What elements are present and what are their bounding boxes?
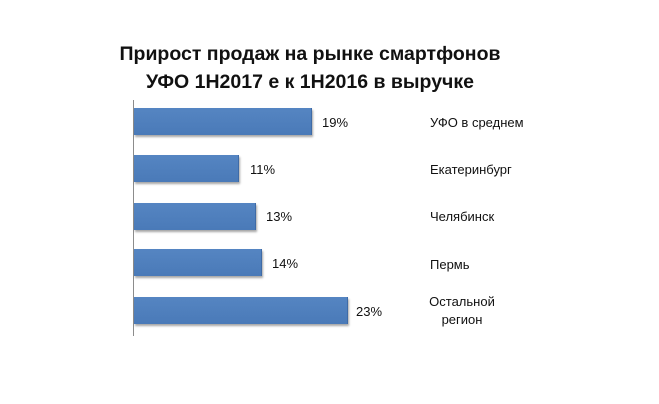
category-axis-line — [133, 100, 134, 336]
bar-chelyabinsk — [134, 203, 256, 230]
value-label-perm: 14% — [272, 256, 299, 271]
chart-title-line1: Прирост продаж на рынке смартфонов — [119, 43, 501, 65]
value-label-chelyabinsk: 13% — [266, 209, 293, 224]
value-label-ekaterinburg: 11% — [250, 162, 276, 177]
category-label-chelyabinsk: Челябинск — [430, 209, 495, 224]
bar-other-region — [134, 297, 348, 324]
category-label-ekaterinburg: Екатеринбург — [430, 162, 512, 177]
category-label-other-region: Остальной регион — [426, 293, 498, 329]
value-label-ufo-average: 19% — [322, 115, 349, 130]
category-label-perm: Пермь — [430, 257, 470, 272]
value-label-other-region: 23% — [356, 304, 383, 319]
bar-ekaterinburg — [134, 155, 239, 182]
bar-perm — [134, 249, 262, 276]
chart-title: Прирост продаж на рынке смартфонов УФО 1… — [100, 40, 520, 96]
bar-ufo-average — [134, 108, 312, 135]
category-label-other-region-line1: Остальной — [429, 294, 495, 309]
category-label-other-region-line2: регион — [441, 312, 483, 327]
category-label-ufo-average: УФО в среднем — [430, 115, 524, 130]
chart-title-line2: УФО 1H2017 е к 1H2016 в выручке — [146, 71, 474, 93]
